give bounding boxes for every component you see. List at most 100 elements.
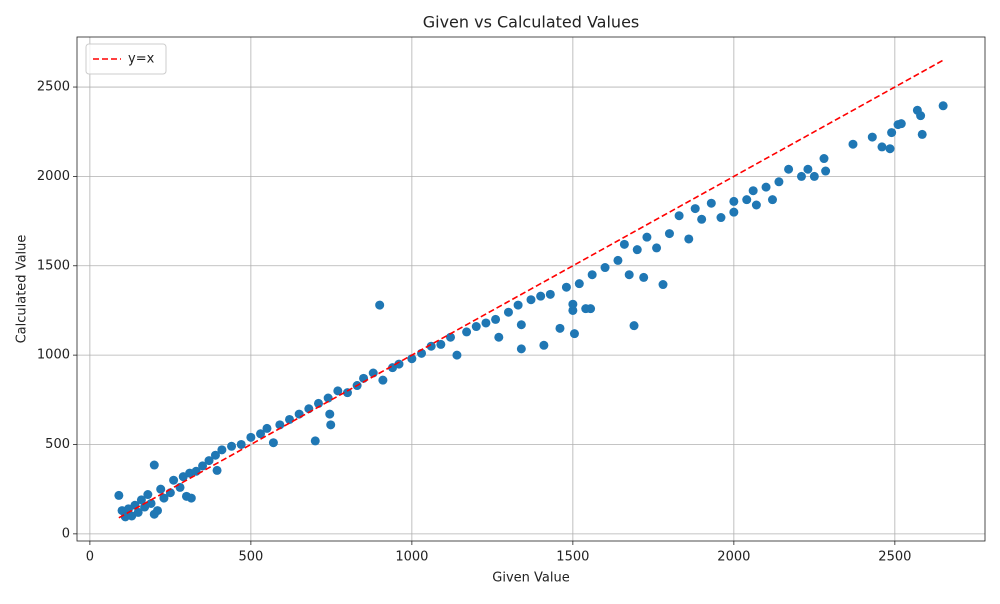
scatter-point bbox=[246, 432, 256, 442]
y-axis-label: Calculated Value bbox=[15, 235, 30, 344]
scatter-point bbox=[619, 239, 629, 249]
y-tick-label: 1000 bbox=[37, 348, 70, 363]
scatter-point bbox=[262, 423, 272, 433]
scatter-point bbox=[600, 263, 610, 273]
scatter-point bbox=[407, 354, 417, 364]
legend-box bbox=[85, 43, 167, 75]
scatter-point bbox=[516, 344, 526, 354]
scatter-point bbox=[481, 318, 491, 328]
scatter-point bbox=[561, 282, 571, 292]
x-tick-label: 1500 bbox=[556, 550, 589, 565]
scatter-point bbox=[706, 198, 716, 208]
x-tick-label: 0 bbox=[86, 550, 94, 565]
scatter-point bbox=[156, 484, 166, 494]
scatter-point bbox=[642, 232, 652, 242]
scatter-point bbox=[436, 339, 446, 349]
scatter-point bbox=[426, 341, 436, 351]
scatter-point bbox=[268, 438, 278, 448]
scatter-point bbox=[394, 359, 404, 369]
scatter-point bbox=[136, 495, 146, 505]
y-tick-label: 0 bbox=[62, 526, 70, 541]
scatter-point bbox=[658, 280, 668, 290]
scatter-point bbox=[198, 461, 208, 471]
scatter-point bbox=[114, 490, 124, 500]
y-tick-label: 1500 bbox=[37, 258, 70, 273]
scatter-point bbox=[796, 171, 806, 181]
scatter-point bbox=[639, 272, 649, 282]
scatter-point bbox=[323, 393, 333, 403]
scatter-point bbox=[285, 414, 295, 424]
scatter-point bbox=[256, 429, 266, 439]
scatter-point bbox=[574, 279, 584, 289]
scatter-point bbox=[375, 300, 385, 310]
scatter-point bbox=[748, 186, 758, 196]
scatter-point bbox=[761, 182, 771, 192]
scatter-point bbox=[146, 498, 156, 508]
scatter-point bbox=[916, 111, 926, 121]
scatter-point bbox=[494, 332, 504, 342]
scatter-point bbox=[877, 142, 887, 152]
scatter-point bbox=[227, 441, 237, 451]
legend: y=x bbox=[85, 43, 167, 75]
scatter-point bbox=[326, 420, 336, 430]
scatter-point bbox=[539, 340, 549, 350]
y-tick-label: 2000 bbox=[37, 169, 70, 184]
scatter-point bbox=[503, 307, 513, 317]
scatter-point bbox=[536, 291, 546, 301]
reference-line bbox=[118, 59, 944, 519]
scatter-point bbox=[697, 214, 707, 224]
scatter-point bbox=[310, 436, 320, 446]
scatter-point bbox=[212, 465, 222, 475]
scatter-point bbox=[446, 332, 456, 342]
scatter-point bbox=[629, 321, 639, 331]
scatter-point bbox=[133, 507, 143, 517]
scatter-point bbox=[821, 166, 831, 176]
scatter-point bbox=[159, 493, 169, 503]
plot-frame bbox=[76, 36, 986, 542]
scatter-point bbox=[887, 128, 897, 138]
scatter-point bbox=[664, 229, 674, 239]
scatter-point bbox=[624, 270, 634, 280]
scatter-point bbox=[471, 322, 481, 332]
scatter-point bbox=[938, 101, 948, 111]
scatter-point bbox=[175, 482, 185, 492]
scatter-point bbox=[526, 295, 536, 305]
y-tick-label: 500 bbox=[45, 437, 70, 452]
scatter-point bbox=[684, 234, 694, 244]
scatter-point bbox=[767, 195, 777, 205]
scatter-point bbox=[586, 304, 596, 314]
x-tick-label: 1000 bbox=[395, 550, 428, 565]
scatter-point bbox=[867, 132, 877, 142]
scatter-point bbox=[333, 386, 343, 396]
scatter-point bbox=[217, 445, 227, 455]
scatter-point bbox=[613, 255, 623, 265]
scatter-point bbox=[568, 299, 578, 309]
scatter-point bbox=[555, 323, 565, 333]
scatter-point bbox=[917, 129, 927, 139]
chart-title: Given vs Calculated Values bbox=[423, 13, 640, 32]
scatter-point bbox=[690, 204, 700, 214]
scatter-point bbox=[545, 289, 555, 299]
legend-label: y=x bbox=[128, 52, 155, 67]
scatter-point bbox=[378, 375, 388, 385]
scatter-point bbox=[652, 243, 662, 253]
scatter-point bbox=[513, 300, 523, 310]
scatter-point bbox=[674, 211, 684, 221]
scatter-point bbox=[742, 195, 752, 205]
scatter-point bbox=[204, 456, 214, 466]
scatter-point bbox=[751, 200, 761, 210]
scatter-point bbox=[149, 460, 159, 470]
x-tick-label: 500 bbox=[238, 550, 263, 565]
scatter-point bbox=[143, 490, 153, 500]
scatter-point bbox=[516, 320, 526, 330]
scatter-point bbox=[275, 420, 285, 430]
scatter-point bbox=[236, 439, 246, 449]
scatter-point bbox=[848, 139, 858, 149]
scatter-point bbox=[569, 329, 579, 339]
scatter-point bbox=[819, 154, 829, 164]
scatter-point bbox=[210, 450, 220, 460]
scatter-point bbox=[491, 314, 501, 324]
scatter-point bbox=[186, 493, 196, 503]
scatter-point bbox=[729, 196, 739, 206]
scatter-point bbox=[729, 207, 739, 217]
